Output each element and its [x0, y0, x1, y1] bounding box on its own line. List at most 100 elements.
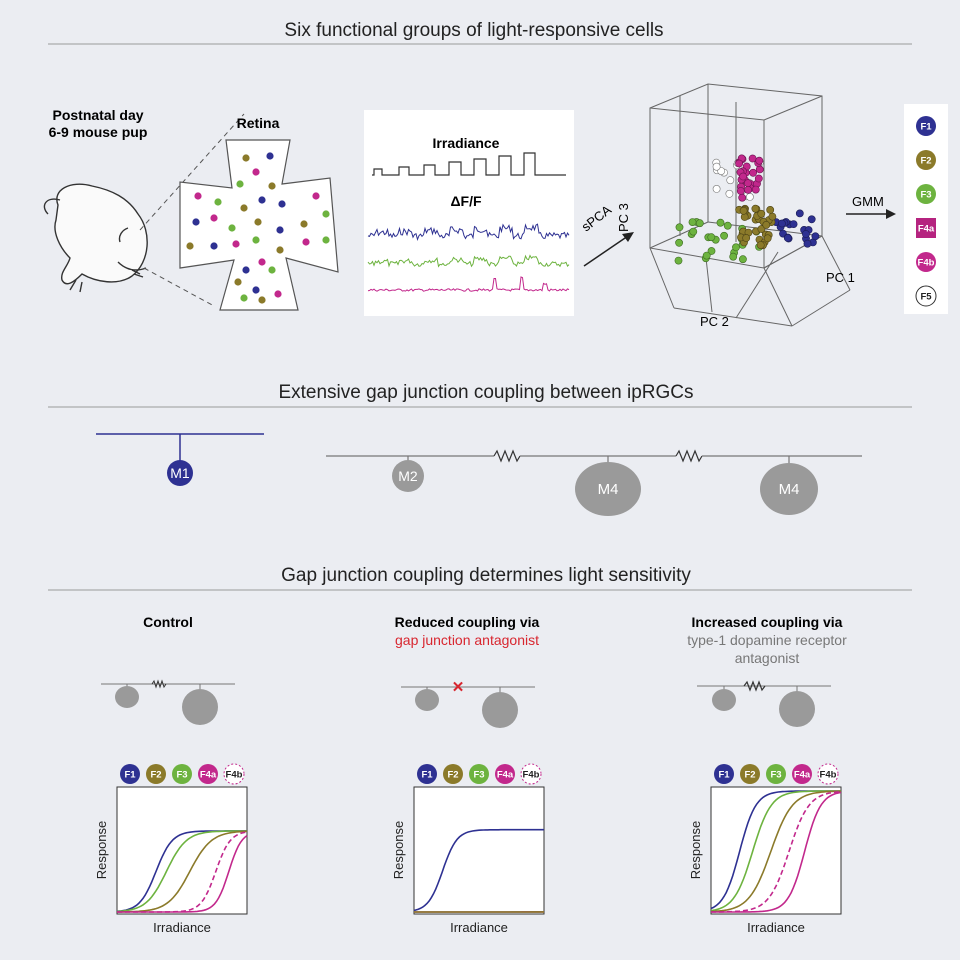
retina-cell-dot: [276, 246, 284, 254]
badge-f1: [417, 764, 437, 784]
retina-cell-dot: [322, 210, 330, 218]
retina-label: Retina: [237, 115, 280, 131]
spca-label: sPCA: [579, 202, 615, 234]
m1-cell: [96, 433, 264, 486]
legend-label: F5: [920, 292, 932, 303]
curve-f2: [710, 790, 841, 913]
retina-cell-dot: [274, 290, 282, 298]
pca-point: [778, 219, 786, 228]
gmm-arrowhead: [886, 209, 896, 219]
pup-label-line1: Postnatal day: [52, 107, 143, 123]
badge-f4b: [223, 763, 245, 785]
badge-f4a: [792, 764, 812, 784]
pca-point: [744, 179, 752, 188]
pc1-axis-label: PC 1: [826, 270, 855, 285]
pca-scatter-points: [674, 154, 820, 265]
legend-swatch: [916, 184, 936, 204]
pca-point: [729, 252, 738, 261]
retina-cell-dot: [252, 168, 260, 176]
pca-point: [795, 209, 804, 218]
retina-cell-dot: [278, 200, 286, 208]
badge-f4b: [520, 763, 542, 785]
retina-cell-dot: [300, 220, 308, 228]
retina-cell-dot: [192, 218, 200, 226]
pca-point: [754, 174, 763, 183]
pca-point: [744, 185, 752, 194]
legend-swatch: [916, 218, 936, 238]
m2-label: M2: [398, 468, 418, 484]
pca-point: [689, 227, 698, 236]
pca-point: [735, 159, 743, 168]
pca-point: [736, 187, 745, 195]
badge-f2: [740, 764, 760, 784]
increased-title: Increased coupling via: [692, 614, 843, 630]
retina-cell-dot: [266, 152, 274, 160]
pca-point: [742, 234, 751, 242]
group-legend: F1 F2 F3 F4a F4b F5: [915, 116, 937, 307]
retina-cell-dot: [242, 154, 250, 162]
pca-point: [811, 232, 820, 241]
irradiance-stimulus-trace: [372, 152, 566, 176]
pca-3d-box: [649, 83, 851, 327]
dff-trace-f1: [367, 223, 570, 242]
pca-point: [768, 212, 777, 221]
badge-label: F2: [150, 770, 161, 781]
pca-point: [720, 231, 728, 240]
pca-point: [739, 255, 747, 264]
badge-f1: [120, 764, 140, 784]
pca-point: [751, 185, 760, 194]
pca-point: [712, 162, 721, 171]
xlabel-reduced: Irradiance: [450, 920, 508, 935]
curve-f1: [413, 828, 544, 912]
legend-swatch: [916, 252, 936, 272]
curve-f3: [710, 790, 841, 912]
section-title-2: Extensive gap junction coupling between …: [278, 382, 693, 403]
retina-cell-dot: [302, 238, 310, 246]
xlabel-control: Irradiance: [153, 920, 211, 935]
pca-point: [783, 233, 792, 242]
pca-point: [807, 215, 816, 224]
curve-f4a: [711, 791, 842, 913]
curve-f4b: [710, 790, 842, 913]
pca-point: [762, 220, 771, 229]
gmm-label: GMM: [852, 194, 884, 209]
block-x-icon: ✕: [452, 679, 465, 696]
pca-point: [802, 230, 810, 238]
retina-cell-dot: [236, 180, 244, 188]
pca-point: [739, 206, 748, 215]
retina-cell-dot: [232, 240, 240, 248]
pca-point: [688, 218, 697, 226]
resistor-icon: [493, 449, 521, 463]
pca-point: [738, 193, 747, 202]
pca-point: [674, 256, 683, 265]
pca-point: [695, 219, 704, 228]
pca-point: [707, 247, 716, 255]
retina-cell-dot: [268, 182, 276, 190]
retina-cell-dot: [210, 242, 218, 250]
retina-cell-dot: [214, 198, 222, 206]
badge-f2: [146, 764, 166, 784]
irradiance-label: Irradiance: [433, 135, 500, 151]
curve-f4a: [117, 834, 248, 913]
ylabel-reduced: Response: [391, 821, 406, 880]
reduced-subtitle: gap junction antagonist: [395, 632, 539, 648]
chart-increased: [710, 786, 842, 915]
pc2-axis-label: PC 2: [700, 314, 729, 329]
badge-f1: [714, 764, 734, 784]
retina-cell-dot: [258, 258, 266, 266]
retina-cells: [186, 152, 330, 304]
pca-point: [675, 238, 683, 247]
resistor-icon: [675, 449, 703, 463]
pca-point: [702, 251, 711, 260]
pca-point: [716, 218, 725, 227]
badge-label: F4a: [497, 770, 514, 781]
pca-point: [789, 220, 798, 228]
increased-subtitle-1: type-1 dopamine receptor: [687, 632, 847, 648]
retina-cell-dot: [186, 242, 194, 250]
retina-cell-dot: [312, 192, 320, 200]
badge-label: F4b: [820, 770, 837, 781]
pca-point: [766, 205, 775, 214]
legend-label: F3: [920, 190, 931, 201]
pca-point: [746, 192, 754, 201]
